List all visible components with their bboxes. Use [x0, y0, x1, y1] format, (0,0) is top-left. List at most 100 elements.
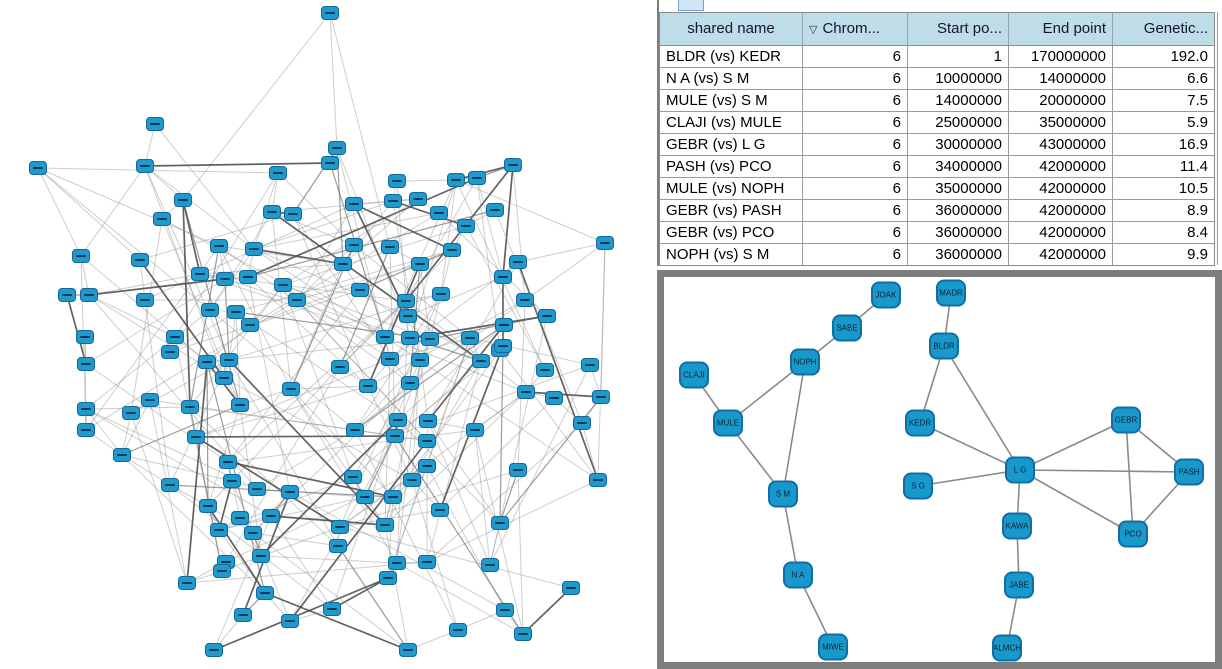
- network-node[interactable]: [376, 330, 394, 344]
- network-node-bldr[interactable]: BLDR: [929, 332, 959, 360]
- network-node[interactable]: [329, 539, 347, 553]
- network-node[interactable]: [481, 558, 499, 572]
- network-node[interactable]: [384, 490, 402, 504]
- network-node[interactable]: [384, 194, 402, 208]
- column-header-start-position[interactable]: Start po...: [908, 13, 1009, 45]
- network-edge[interactable]: [782, 361, 806, 495]
- network-node[interactable]: [388, 556, 406, 570]
- network-node[interactable]: [161, 478, 179, 492]
- network-node[interactable]: [227, 305, 245, 319]
- network-node[interactable]: [334, 257, 352, 271]
- network-node[interactable]: [198, 355, 216, 369]
- network-node-n-a[interactable]: N A: [783, 561, 813, 589]
- network-node[interactable]: [166, 330, 184, 344]
- network-node[interactable]: [284, 207, 302, 221]
- network-node[interactable]: [351, 283, 369, 297]
- network-node[interactable]: [430, 206, 448, 220]
- network-node[interactable]: [122, 406, 140, 420]
- network-node[interactable]: [77, 402, 95, 416]
- network-edge[interactable]: [1019, 469, 1134, 535]
- network-node[interactable]: [411, 257, 429, 271]
- network-node[interactable]: [399, 643, 417, 657]
- network-node[interactable]: [411, 353, 429, 367]
- network-node[interactable]: [356, 490, 374, 504]
- network-node[interactable]: [153, 212, 171, 226]
- network-node[interactable]: [495, 318, 513, 332]
- column-header-end-point[interactable]: End point: [1009, 13, 1113, 45]
- network-node[interactable]: [136, 159, 154, 173]
- network-node[interactable]: [418, 555, 436, 569]
- network-node-kedr[interactable]: KEDR: [905, 409, 935, 437]
- network-node[interactable]: [58, 288, 76, 302]
- network-edge[interactable]: [919, 422, 1021, 471]
- network-node[interactable]: [282, 382, 300, 396]
- network-node[interactable]: [592, 390, 610, 404]
- network-node[interactable]: [432, 287, 450, 301]
- network-node[interactable]: [77, 357, 95, 371]
- network-node[interactable]: [29, 161, 47, 175]
- network-node[interactable]: [181, 400, 199, 414]
- network-node-pash[interactable]: PASH: [1174, 458, 1204, 486]
- network-node[interactable]: [359, 379, 377, 393]
- network-node-claji[interactable]: CLAJI: [679, 361, 709, 389]
- network-node[interactable]: [131, 253, 149, 267]
- network-node[interactable]: [468, 171, 486, 185]
- network-node-gebr[interactable]: GEBR: [1111, 406, 1141, 434]
- network-node-almch[interactable]: ALMCH: [992, 634, 1022, 662]
- network-node[interactable]: [491, 516, 509, 530]
- network-node[interactable]: [245, 242, 263, 256]
- network-node[interactable]: [409, 192, 427, 206]
- network-node[interactable]: [321, 6, 339, 20]
- table-row[interactable]: GEBR (vs) PASH 6 36000000 42000000 8.9: [660, 200, 1214, 222]
- network-node[interactable]: [536, 363, 554, 377]
- network-node[interactable]: [136, 293, 154, 307]
- network-node[interactable]: [244, 526, 262, 540]
- network-node[interactable]: [141, 393, 159, 407]
- table-row[interactable]: NOPH (vs) S M 6 36000000 42000000 9.9: [660, 244, 1214, 265]
- network-node[interactable]: [419, 414, 437, 428]
- column-header-shared-name[interactable]: shared name: [660, 13, 803, 45]
- network-node[interactable]: [581, 358, 599, 372]
- network-node[interactable]: [516, 293, 534, 307]
- network-node[interactable]: [447, 173, 465, 187]
- network-node[interactable]: [418, 459, 436, 473]
- network-node[interactable]: [345, 197, 363, 211]
- network-node-s-m[interactable]: S M: [768, 480, 798, 508]
- network-node[interactable]: [545, 391, 563, 405]
- network-node[interactable]: [239, 270, 257, 284]
- network-node[interactable]: [514, 627, 532, 641]
- network-node[interactable]: [517, 385, 535, 399]
- network-node[interactable]: [399, 309, 417, 323]
- network-node[interactable]: [210, 239, 228, 253]
- network-edge[interactable]: [917, 469, 1021, 487]
- network-node[interactable]: [231, 398, 249, 412]
- network-node[interactable]: [241, 318, 259, 332]
- network-node[interactable]: [389, 413, 407, 427]
- network-node[interactable]: [562, 581, 580, 595]
- detail-network-panel[interactable]: JOAK MADR SABE BLDR NOPH CLAJI KEDR GEBR MULE L G…: [657, 270, 1222, 669]
- network-node[interactable]: [252, 549, 270, 563]
- network-node[interactable]: [494, 339, 512, 353]
- network-node[interactable]: [187, 430, 205, 444]
- network-node[interactable]: [381, 240, 399, 254]
- network-edge[interactable]: [1019, 469, 1190, 473]
- network-node-sabe[interactable]: SABE: [832, 314, 862, 342]
- table-row[interactable]: MULE (vs) S M 6 14000000 20000000 7.5: [660, 90, 1214, 112]
- network-edge[interactable]: [1125, 419, 1134, 535]
- network-node-s-g[interactable]: S G: [903, 472, 933, 500]
- network-node[interactable]: [486, 203, 504, 217]
- network-node[interactable]: [504, 158, 522, 172]
- network-node[interactable]: [331, 520, 349, 534]
- network-node[interactable]: [494, 270, 512, 284]
- network-node[interactable]: [281, 614, 299, 628]
- network-node-jabe[interactable]: JABE: [1004, 571, 1034, 599]
- network-node[interactable]: [386, 429, 404, 443]
- network-node[interactable]: [256, 586, 274, 600]
- network-node[interactable]: [443, 243, 461, 257]
- network-node[interactable]: [346, 423, 364, 437]
- network-node[interactable]: [509, 255, 527, 269]
- column-header-genetic[interactable]: Genetic...: [1113, 13, 1214, 45]
- network-node[interactable]: [216, 272, 234, 286]
- network-node[interactable]: [215, 371, 233, 385]
- network-node[interactable]: [421, 332, 439, 346]
